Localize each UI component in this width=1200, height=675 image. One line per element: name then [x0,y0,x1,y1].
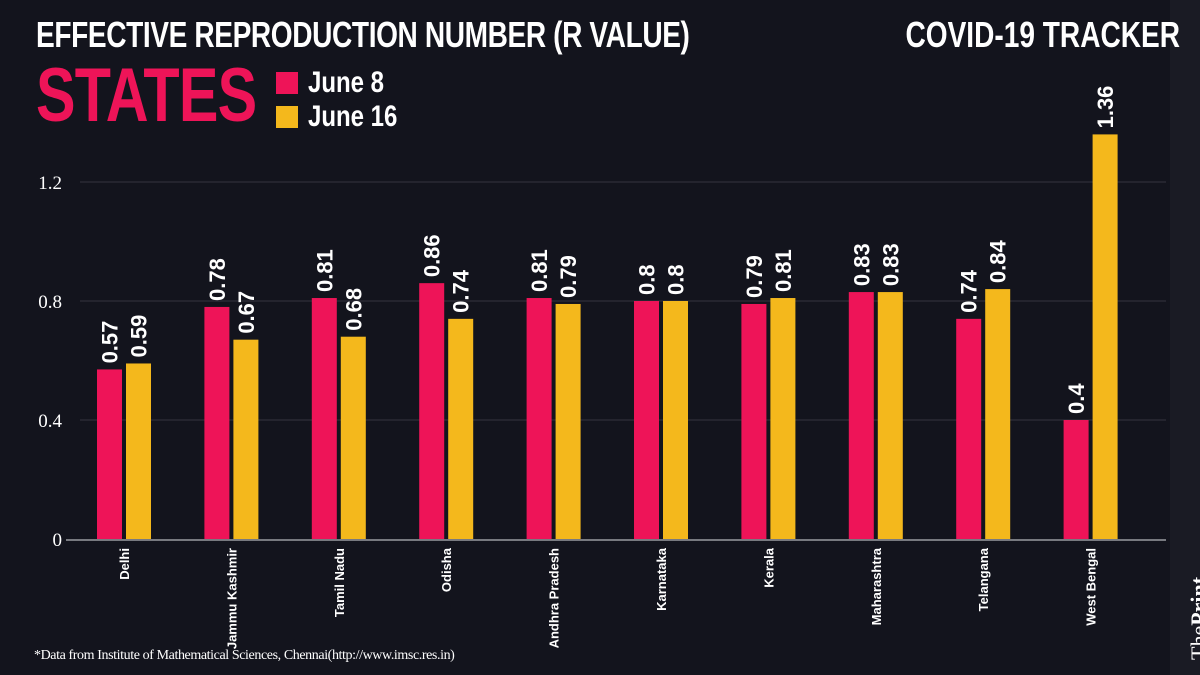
y-axis-ticks: 0 0.4 0.8 1.2 [38,173,62,551]
legend-swatch-june-8 [276,72,298,94]
bar-june-8 [741,303,767,539]
bar-june-8 [419,283,445,539]
bar-june-16 [233,339,259,539]
bar-june-8 [311,298,337,539]
category-label: Andhra Pradesh [547,548,562,648]
legend-item-june-8: June 8 [276,66,420,100]
bar-value-label: 0.81 [527,249,552,292]
legend-item-june-16: June 16 [276,100,420,134]
bar-value-label: 0.83 [878,243,903,286]
bar-value-label: 0.4 [1064,383,1089,414]
bar-labels: 0.57 0.590.780.670.810.680.860.74 0.81 0.79… [98,86,1119,414]
brand-logo: ThePrint [1186,577,1200,660]
bar-value-label: 0.67 [234,291,259,334]
bar-value-label: 0.74 [449,269,474,313]
bar-june-8 [956,318,982,539]
y-tick-label: 1.2 [38,173,62,194]
tracker-label: COVID-19 TRACKER [905,14,1180,55]
bar-june-8 [634,301,659,539]
bar-june-16 [663,301,688,539]
bar-value-label: 0.79 [742,255,767,298]
bar-june-8 [1063,420,1089,539]
bar-value-label: 1.36 [1093,86,1118,129]
bar-june-16 [555,303,581,539]
bar-june-16 [1092,134,1118,539]
bar-june-8 [204,306,230,539]
bar-value-label: 0.8 [635,264,660,295]
y-tick-label: 0 [53,530,63,551]
chart-title: EFFECTIVE REPRODUCTION NUMBER (R VALUE) [36,14,690,55]
legend: June 8 June 16 [276,66,420,134]
bar-value-label: 0.81 [312,249,337,292]
category-label: Odisha [439,547,454,592]
bar-june-16 [770,298,796,539]
bar-june-16 [448,318,474,539]
category-label: Delhi [117,548,132,580]
legend-swatch-june-16 [276,106,298,128]
chart-subtitle: STATES [36,53,257,138]
category-label: Maharashtra [869,547,884,625]
bar-value-label: 0.68 [341,288,366,331]
bar-value-label: 0.74 [957,269,982,313]
bar-value-label: 0.8 [664,264,689,295]
category-label: Tamil Nadu [332,548,347,617]
bar-june-8 [97,369,122,539]
category-label: West Bengal [1084,548,1099,626]
bar-june-16 [340,336,366,539]
legend-label: June 8 [308,66,385,99]
gridlines [80,181,1166,421]
category-label: Telangana [976,547,991,611]
bar-value-label: 0.59 [127,315,152,358]
y-tick-label: 0.4 [38,411,62,432]
category-label: Kerala [761,547,776,588]
bar-june-16 [126,363,151,539]
category-label: Karnataka [654,547,669,611]
y-tick-label: 0.8 [38,292,62,313]
bar-value-label: 0.57 [98,321,123,364]
bar-june-16 [985,289,1011,539]
bar-value-label: 0.79 [556,255,581,298]
category-labels: Delhi Jammu Kashmir Tamil Nadu Odisha Andhra… [117,547,1099,649]
bar-value-label: 0.84 [986,240,1011,284]
brand-the: The [1186,625,1200,660]
bar-june-8 [848,292,874,539]
bars [97,134,1118,539]
category-label: Jammu Kashmir [224,548,239,649]
bar-value-label: 0.81 [771,249,796,292]
bar-june-16 [877,292,903,539]
bar-value-label: 0.78 [205,258,230,301]
legend-label: June 16 [308,100,398,133]
bar-value-label: 0.83 [849,243,874,286]
brand-print: Print [1186,576,1200,626]
bar-june-8 [526,298,552,539]
background-strip [1170,0,1200,675]
footnote: *Data from Institute of Mathematical Sci… [34,648,455,663]
bar-value-label: 0.86 [420,234,445,277]
